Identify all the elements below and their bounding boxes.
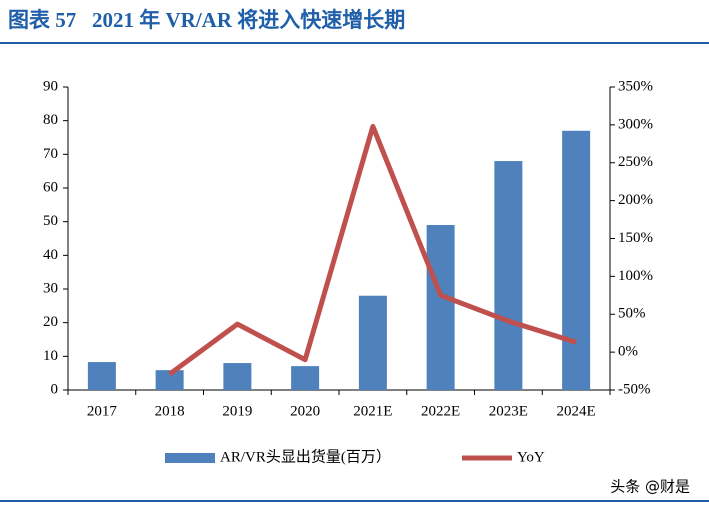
line xyxy=(168,123,577,377)
y-tick-label: 70 xyxy=(43,146,58,162)
bar xyxy=(291,366,320,390)
y-tick-label: 40 xyxy=(43,247,58,263)
y-tick-label: 60 xyxy=(43,179,58,195)
x-tick-label: 2023E xyxy=(489,403,528,419)
y-tick-label: 90 xyxy=(43,78,58,94)
bar xyxy=(223,363,252,390)
watermark: 头条 @财是 xyxy=(610,478,690,496)
bar xyxy=(358,295,387,390)
x-tick-label: 2018 xyxy=(155,403,185,419)
y-tick-label: 10 xyxy=(43,348,58,364)
y-tick-label: 20 xyxy=(43,314,58,330)
y2-tick-label: 50% xyxy=(618,306,646,322)
bar xyxy=(87,362,116,390)
x-tick-label: 2019 xyxy=(222,403,252,419)
y2-tick-label: 150% xyxy=(618,230,653,246)
bar xyxy=(155,370,184,390)
y-tick-label: 30 xyxy=(43,280,58,296)
y-tick-label: 0 xyxy=(51,381,59,397)
y-tick-label: 80 xyxy=(43,112,58,128)
x-tick-label: 2020 xyxy=(290,403,320,419)
legend-label: AR/VR头显出货量(百万） xyxy=(220,448,391,465)
x-tick-label: 2017 xyxy=(87,403,118,419)
legend-swatch xyxy=(165,453,215,463)
x-tick-label: 2022E xyxy=(421,403,460,419)
y2-tick-label: 100% xyxy=(618,268,653,284)
y2-tick-label: 0% xyxy=(618,344,638,360)
chart-title: 图表 57 2021 年 VR/AR 将进入快速增长期 xyxy=(8,8,405,32)
bar xyxy=(426,225,455,390)
y2-tick-label: 300% xyxy=(618,116,653,132)
y2-tick-label: 250% xyxy=(618,154,653,170)
y2-tick-label: 200% xyxy=(618,192,653,208)
bar xyxy=(562,130,591,390)
x-tick-label: 2024E xyxy=(557,403,596,419)
y2-tick-label: 350% xyxy=(618,78,653,94)
bar xyxy=(494,161,523,390)
legend-label: YoY xyxy=(517,449,545,465)
y-tick-label: 50 xyxy=(43,213,58,229)
x-tick-label: 2021E xyxy=(353,403,392,419)
y2-tick-label: -50% xyxy=(618,381,651,397)
